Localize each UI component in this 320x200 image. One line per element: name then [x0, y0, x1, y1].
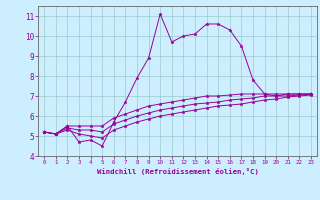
X-axis label: Windchill (Refroidissement éolien,°C): Windchill (Refroidissement éolien,°C) [97, 168, 259, 175]
